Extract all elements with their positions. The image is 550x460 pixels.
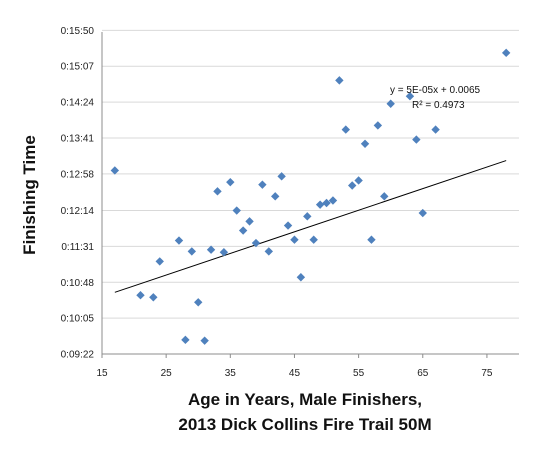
data-point-29	[335, 76, 344, 85]
data-point-0	[110, 166, 120, 175]
data-point-33	[360, 139, 370, 148]
y-tick-label-7: 0:14:24	[61, 98, 95, 109]
data-point-42	[501, 48, 511, 58]
trendline	[114, 160, 507, 293]
data-point-3	[155, 257, 164, 266]
data-point-16	[251, 238, 261, 248]
data-point-35	[373, 121, 383, 130]
y-tick-label-4: 0:12:14	[61, 206, 95, 217]
r-squared: R² = 0.4973	[412, 100, 465, 111]
data-point-13	[232, 206, 241, 215]
data-point-11	[219, 248, 229, 257]
x-axis-label-line-1: Age in Years, Male Finishers,	[188, 390, 422, 409]
data-point-32	[354, 176, 363, 185]
y-tick-label-1: 0:10:05	[61, 314, 95, 325]
y-tick-label-6: 0:13:41	[61, 133, 95, 144]
data-point-1	[136, 290, 145, 300]
data-point-20	[277, 172, 286, 181]
axes	[101, 32, 519, 358]
data-point-14	[238, 226, 248, 235]
data-point-34	[367, 235, 376, 244]
x-tick-label-4: 55	[353, 368, 365, 379]
y-tick-label-3: 0:11:31	[61, 242, 94, 253]
data-point-5	[181, 335, 190, 345]
data-point-27	[322, 198, 331, 208]
y-tick-label-9: 0:15:50	[61, 26, 95, 37]
data-point-6	[187, 247, 197, 256]
x-tick-label-1: 25	[161, 368, 173, 379]
data-point-8	[200, 336, 209, 345]
data-point-36	[380, 192, 389, 201]
x-tick-label-3: 45	[289, 368, 301, 379]
x-tick-label-6: 75	[481, 368, 493, 379]
data-point-22	[290, 235, 299, 244]
data-point-7	[194, 298, 203, 307]
y-tick-labels: 0:09:22 0:10:05 0:10:48 0:11:31 0:12:14 0:12:…	[61, 26, 95, 361]
data-point-21	[283, 221, 293, 230]
data-point-28	[328, 196, 338, 205]
data-point-19	[271, 192, 280, 201]
y-tick-label-2: 0:10:48	[61, 278, 95, 289]
data-point-26	[315, 200, 325, 209]
y-tick-label-5: 0:12:58	[61, 169, 95, 180]
x-tick-labels: 15 25 35 45 55 65 75	[96, 368, 492, 379]
y-tick-label-8: 0:15:07	[61, 62, 95, 73]
x-axis-label-line-2: 2013 Dick Collins Fire Trail 50M	[178, 415, 431, 434]
data-point-18	[264, 247, 273, 256]
data-point-12	[226, 177, 235, 187]
data-point-9	[206, 245, 216, 254]
data-point-4	[174, 236, 184, 245]
x-tick-label-2: 35	[225, 368, 237, 379]
x-tick-label-5: 65	[417, 368, 429, 379]
data-point-15	[245, 217, 254, 226]
data-point-31	[348, 181, 357, 190]
data-point-25	[309, 235, 318, 244]
data-point-37	[386, 99, 395, 108]
y-axis-label: Finishing Time	[20, 135, 39, 255]
data-point-38	[405, 92, 415, 101]
y-tick-label-0: 0:09:22	[61, 350, 95, 361]
x-tick-label-0: 15	[96, 368, 108, 379]
gridlines	[102, 29, 519, 355]
data-point-39	[412, 135, 421, 144]
data-point-41	[431, 125, 440, 134]
data-point-10	[213, 187, 222, 196]
data-point-40	[418, 208, 427, 218]
trend-equation: y = 5E-05x + 0.0065	[390, 85, 481, 96]
data-point-23	[296, 273, 306, 282]
data-points	[110, 48, 511, 345]
data-point-24	[303, 212, 312, 221]
data-point-2	[149, 293, 158, 302]
data-point-17	[258, 180, 267, 189]
data-point-30	[341, 125, 350, 134]
